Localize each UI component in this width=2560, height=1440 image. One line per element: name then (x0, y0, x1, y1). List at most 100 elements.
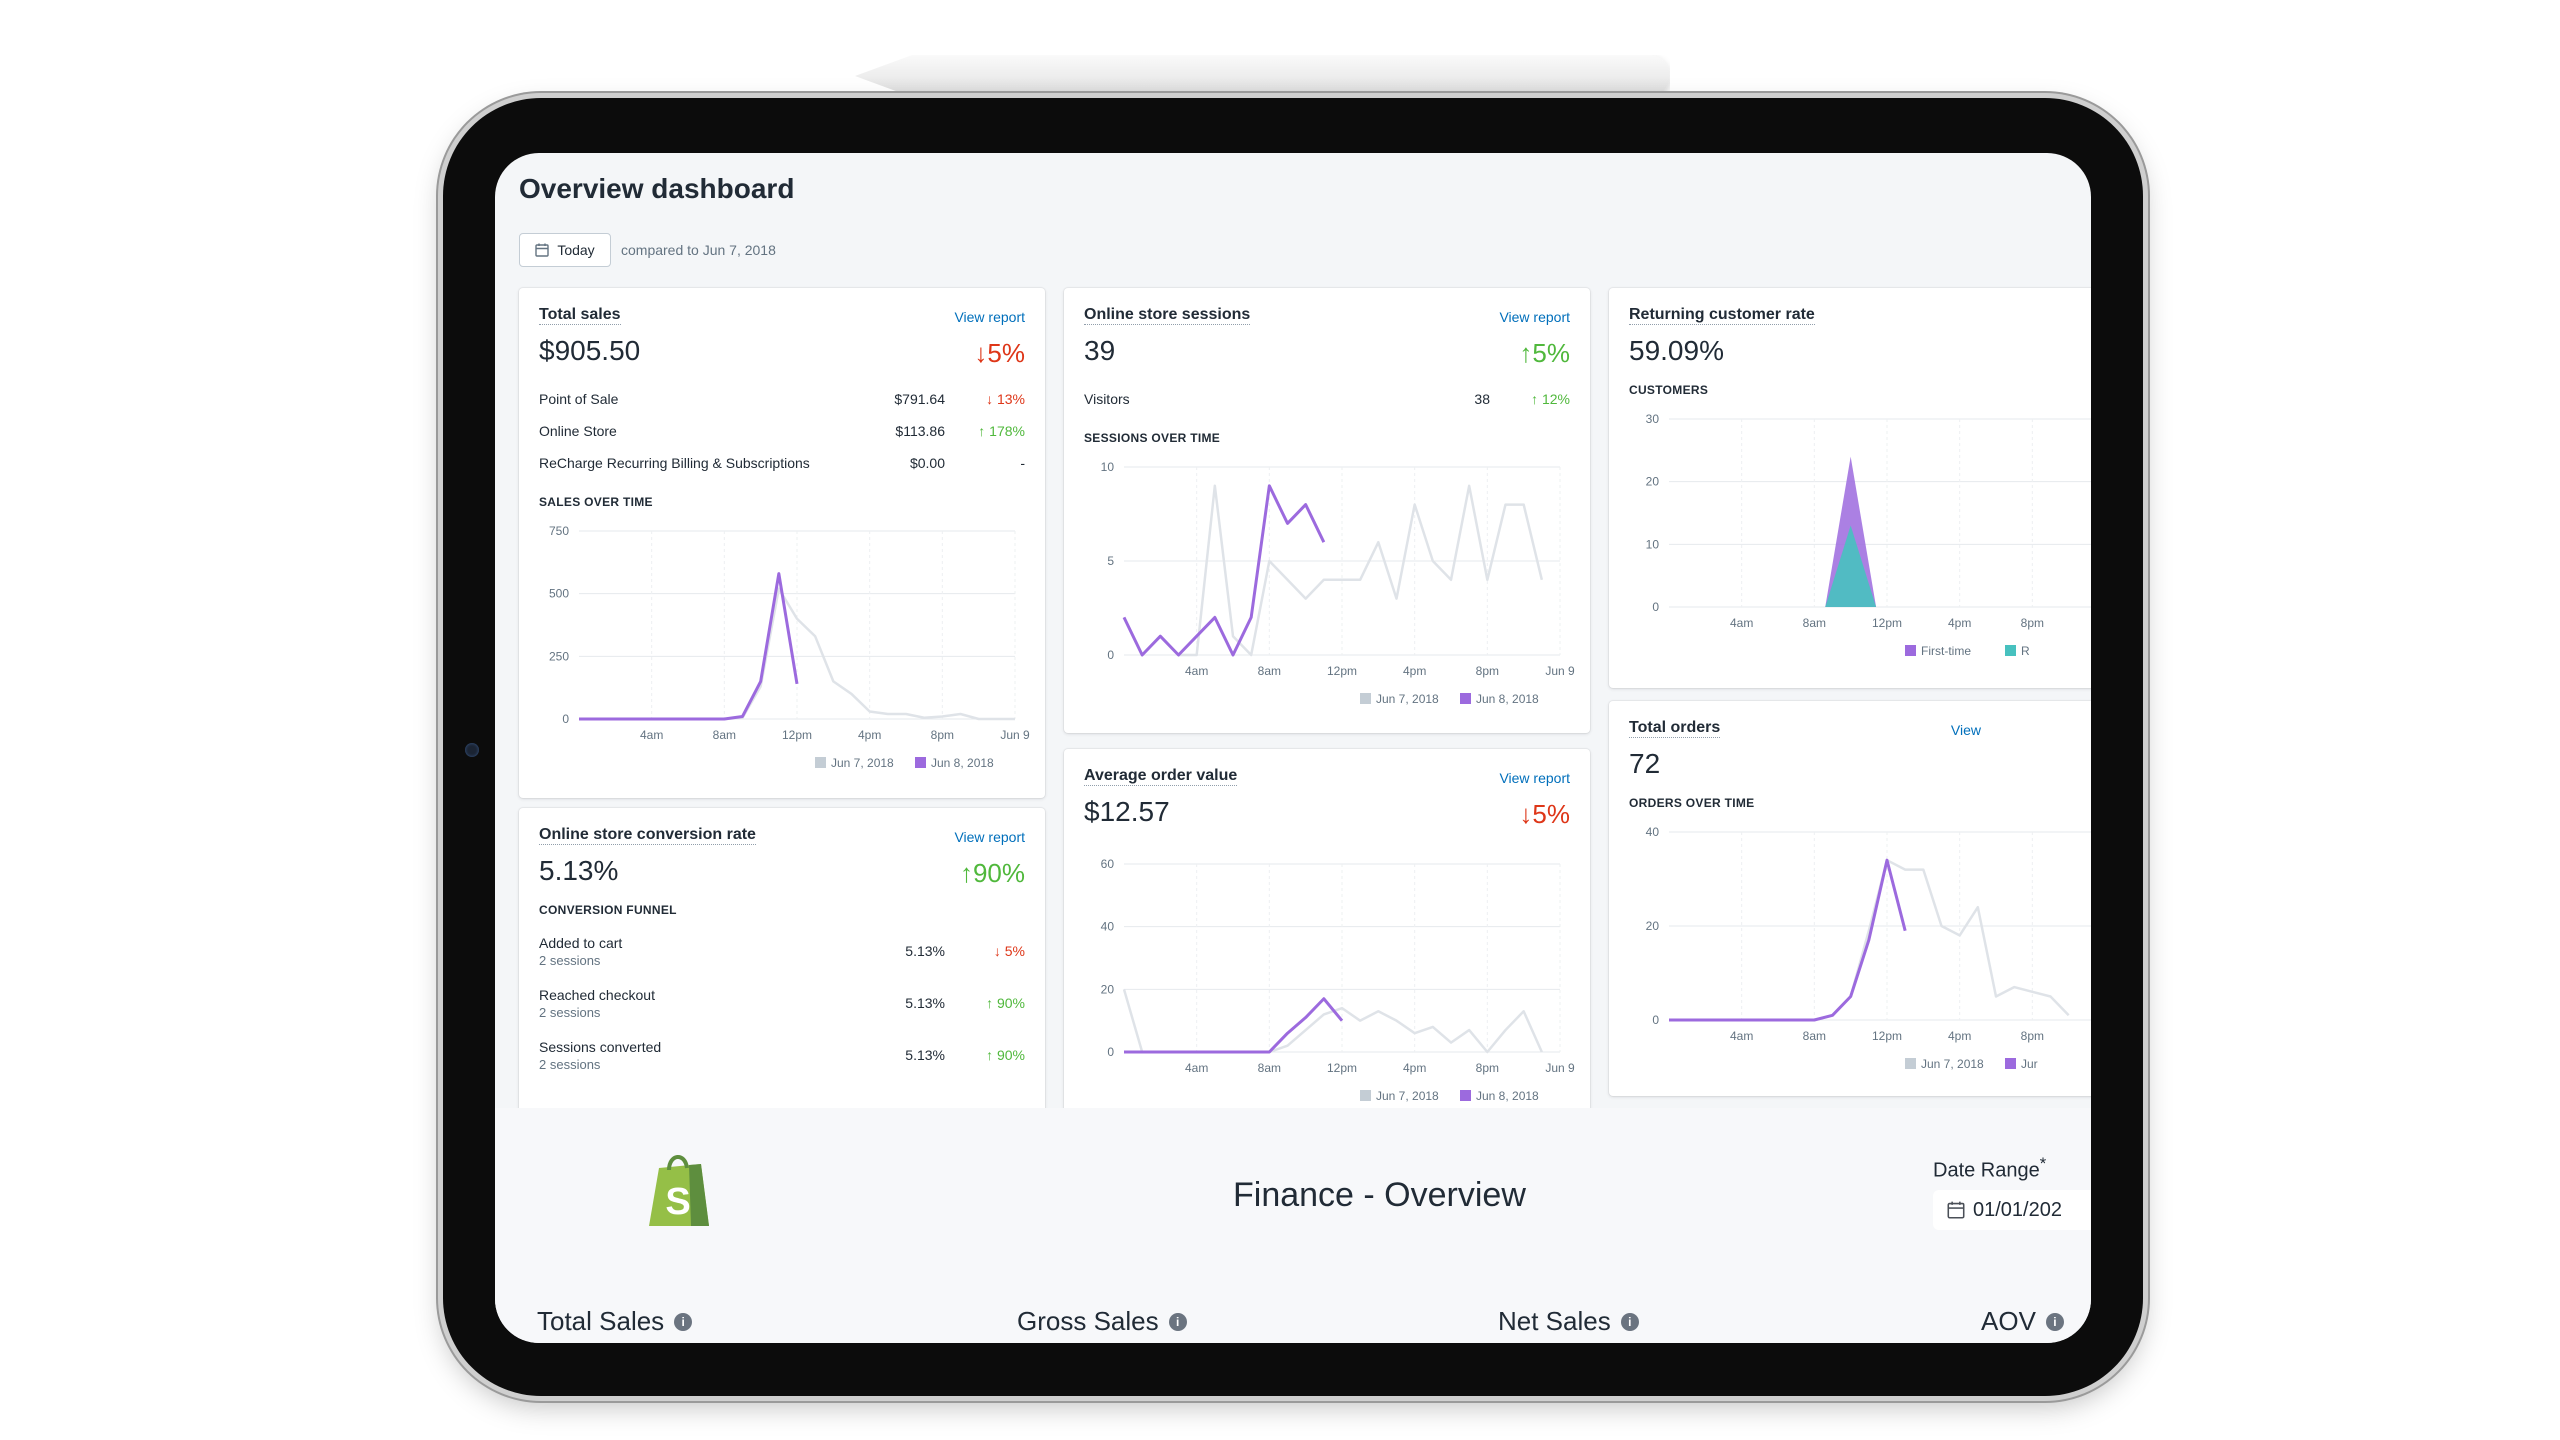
legend-label: Jun 8, 2018 (931, 756, 994, 770)
row-label: Visitors (1084, 391, 1130, 407)
logo-letter: S (665, 1181, 690, 1223)
kpi-aov: AOV i (1981, 1306, 2064, 1337)
x-tick-label: 8am (1258, 1061, 1281, 1075)
metric-change: ↑90% (959, 858, 1025, 888)
screen: Overview dashboard Today compared to Jun… (495, 153, 2091, 1343)
funnel-value: 5.13% (905, 1047, 945, 1063)
line-series (579, 572, 799, 721)
metric-value: 39 (1084, 335, 1116, 366)
ipad-frame: Overview dashboard Today compared to Jun… (443, 98, 2143, 1396)
shopify-logo: S (649, 1155, 709, 1226)
kpi-label: Gross Sales (1017, 1306, 1159, 1336)
legend-swatch (815, 757, 826, 768)
chart-label: CUSTOMERS (1629, 383, 1709, 397)
info-icon[interactable]: i (2045, 1312, 2064, 1331)
row-change: ↓ 13% (986, 391, 1025, 407)
apple-pencil (855, 55, 1670, 97)
y-tick-label: 20 (1101, 982, 1115, 996)
y-tick-label: 10 (1646, 537, 1660, 551)
line-series (1124, 997, 1344, 1054)
y-tick-label: 20 (1646, 475, 1660, 489)
required-marker: * (2039, 1154, 2047, 1173)
page-title: Overview dashboard (519, 173, 795, 204)
row-value: $791.64 (894, 391, 945, 407)
legend-swatch (1905, 645, 1916, 656)
y-tick-label: 20 (1646, 919, 1660, 933)
chart-label: SALES OVER TIME (539, 495, 653, 509)
funnel-step: Added to cart (539, 934, 623, 951)
conversion-card: Online store conversion rate View report… (519, 808, 1045, 1128)
card-title[interactable]: Online store sessions (1084, 306, 1251, 325)
legend-label: Jun 7, 2018 (831, 756, 894, 770)
y-tick-label: 500 (549, 587, 569, 601)
breakdown-row: Online Store $113.86 ↑ 178% (539, 415, 1025, 447)
x-tick-label: 4pm (1403, 664, 1426, 678)
card-title[interactable]: Average order value (1084, 767, 1238, 786)
metric-value: 59.09% (1629, 335, 1724, 366)
view-report-link[interactable]: View report (954, 829, 1025, 845)
card-title[interactable]: Total sales (539, 306, 621, 325)
metric-change: ↓5% (974, 338, 1025, 368)
funnel-row: Reached checkout 2 sessions 5.13% ↑ 90% (539, 977, 1025, 1029)
y-tick-label: 0 (1107, 648, 1114, 662)
x-tick-label: 4pm (858, 728, 881, 742)
sales-over-time-chart: 750 500 250 0 4am 8am 12pm 4pm 8pm Jun 9 Jun 7, 20… (549, 524, 1030, 770)
x-tick-label: 4am (1730, 616, 1753, 630)
view-report-link[interactable]: View report (1499, 770, 1570, 786)
row-label: Point of Sale (539, 391, 619, 407)
y-tick-label: 250 (549, 649, 569, 663)
metric-value: $905.50 (539, 335, 641, 366)
kpi-total-sales: Total Sales i (537, 1306, 693, 1337)
card-title[interactable]: Total orders (1629, 719, 1721, 738)
legend-label: Jun 7, 2018 (1376, 692, 1439, 706)
legend-label: Jun 8, 2018 (1476, 692, 1539, 706)
funnel-change: ↓ 5% (993, 943, 1025, 959)
x-tick-label: 8pm (931, 728, 954, 742)
info-icon[interactable]: i (1168, 1312, 1187, 1331)
funnel-sessions: 2 sessions (539, 1004, 601, 1020)
x-tick-label: 4am (640, 728, 663, 742)
y-tick-label: 0 (1652, 1013, 1659, 1027)
info-icon[interactable]: i (674, 1312, 693, 1331)
funnel-sessions: 2 sessions (539, 952, 601, 968)
row-label: Online Store (539, 423, 617, 439)
y-tick-label: 750 (549, 524, 569, 538)
legend-swatch (1360, 1090, 1371, 1101)
kpi-gross-sales: Gross Sales i (1017, 1306, 1187, 1337)
y-tick-label: 0 (562, 712, 569, 726)
y-tick-label: 0 (1652, 600, 1659, 614)
x-tick-label: 8am (1803, 1029, 1826, 1043)
view-report-link[interactable]: View (1950, 722, 1981, 738)
x-tick-label: Jun 9 (1545, 664, 1575, 678)
returning-customer-card: Returning customer rate 59.09% CUSTOMERS… (1609, 288, 2091, 688)
row-value: $113.86 (895, 423, 945, 439)
date-range-input[interactable]: 01/01/202 (1933, 1190, 2091, 1230)
line-series (1122, 484, 1544, 657)
view-report-link[interactable]: View report (1499, 309, 1570, 325)
card-title[interactable]: Online store conversion rate (539, 826, 756, 845)
x-tick-label: 8pm (1476, 1061, 1499, 1075)
funnel-value: 5.13% (905, 943, 945, 959)
metric-value: 72 (1629, 748, 1661, 779)
legend-swatch (1460, 693, 1471, 704)
breakdown-row: Point of Sale $791.64 ↓ 13% (539, 383, 1025, 415)
x-tick-label: 8am (1803, 616, 1826, 630)
funnel-step: Reached checkout (539, 986, 655, 1003)
x-tick-label: 12pm (782, 728, 812, 742)
row-change: ↑ 178% (978, 423, 1025, 439)
x-tick-label: 4am (1185, 1061, 1208, 1075)
info-icon[interactable]: i (1620, 1312, 1639, 1331)
date-picker-button[interactable]: Today (519, 233, 611, 267)
x-tick-label: 12pm (1872, 1029, 1902, 1043)
legend-label: Jun 8, 2018 (1476, 1089, 1539, 1103)
legend-label: Jun 7, 2018 (1376, 1089, 1439, 1103)
y-tick-label: 60 (1101, 857, 1115, 871)
camera-icon (465, 743, 479, 757)
legend-swatch (1360, 693, 1371, 704)
card-title[interactable]: Returning customer rate (1629, 306, 1815, 325)
metric-value: $12.57 (1084, 796, 1170, 827)
finance-title: Finance - Overview (1233, 1176, 1526, 1214)
view-report-link[interactable]: View report (954, 309, 1025, 325)
chart-label: SESSIONS OVER TIME (1084, 431, 1221, 445)
kpi-label: Net Sales (1498, 1306, 1611, 1336)
